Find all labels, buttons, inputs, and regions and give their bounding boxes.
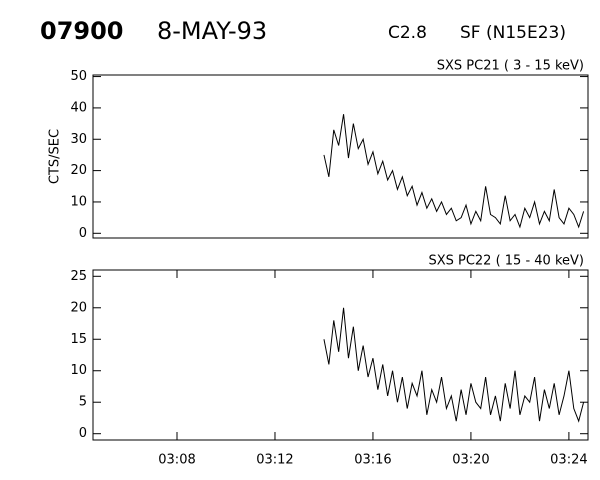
y-axis-label: CTS/SEC [48,129,63,184]
obs-date: 8-MAY-93 [157,17,267,45]
x-tick-label: 03:12 [256,453,293,468]
y-tick-label: 25 [70,269,87,284]
flare-class: C2.8 [388,23,427,43]
y-tick-label: 0 [79,226,87,241]
y-tick-label: 0 [79,426,87,441]
panel-title: SXS PC21 ( 3 - 15 keV) [437,59,584,74]
y-tick-label: 10 [70,194,87,209]
flare-location: SF (N15E23) [460,23,566,43]
y-tick-label: 20 [70,163,87,178]
y-tick-label: 15 [70,332,87,347]
plot-frame [92,74,589,239]
panel-title: SXS PC22 ( 15 - 40 keV) [428,254,584,269]
x-tick-label: 03:24 [550,453,587,468]
x-tick-label: 03:08 [158,453,195,468]
obs-id: 07900 [40,17,124,45]
y-tick-label: 5 [79,395,87,410]
x-tick-label: 03:20 [452,453,489,468]
plot-frame [92,269,589,441]
series-line [323,114,585,229]
y-tick-label: 10 [70,363,87,378]
y-tick-label: 20 [70,300,87,315]
y-tick-label: 40 [70,100,87,115]
y-tick-label: 30 [70,132,87,147]
x-tick-label: 03:16 [354,453,391,468]
y-tick-label: 50 [70,69,87,84]
series-line [323,307,585,423]
